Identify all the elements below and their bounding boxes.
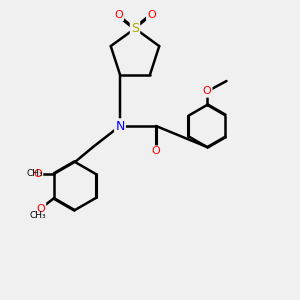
Text: O: O [152,146,160,157]
Text: O: O [33,169,42,179]
Text: N: N [115,119,125,133]
Text: O: O [114,10,123,20]
Text: O: O [147,10,156,20]
Text: CH₃: CH₃ [26,169,43,178]
Text: O: O [36,203,45,214]
Text: S: S [131,22,139,35]
Text: O: O [202,86,211,97]
Text: CH₃: CH₃ [29,212,46,220]
